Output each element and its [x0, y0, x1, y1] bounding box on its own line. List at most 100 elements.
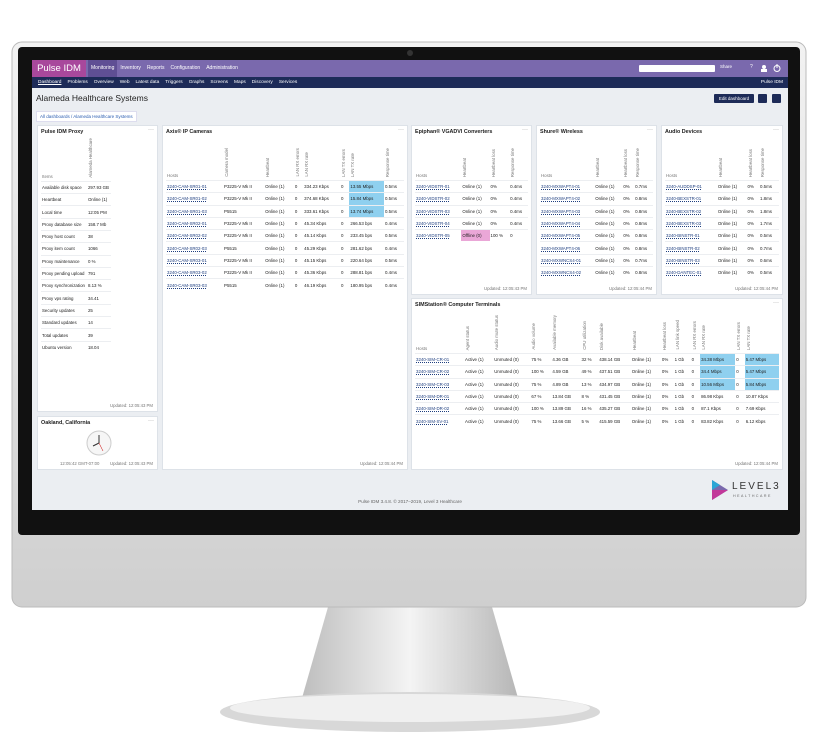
widget-menu[interactable]: ··· — [773, 300, 779, 306]
cell: 0.4ms — [509, 179, 528, 193]
menu-item[interactable]: Configuration — [170, 65, 201, 71]
header-row: Hosts Heartbeat Heartbeat loss Response tim… — [665, 138, 779, 181]
cell: Online (1) — [594, 192, 623, 206]
host-link[interactable]: 3240-VIDSTR-03 — [415, 204, 462, 218]
menu-item[interactable]: Monitoring — [88, 60, 118, 77]
menu-item[interactable]: Administration — [206, 65, 238, 71]
table-row: Proxy host count 38 — [41, 229, 111, 243]
host-link[interactable]: 3240-CAM-SR01-03 — [166, 204, 224, 218]
host-link[interactable]: 3240-AUDDSP-01 — [665, 179, 717, 193]
cell: 34.4 Mbps — [700, 365, 736, 379]
host-link[interactable]: 3240-BEXSTR-02 — [665, 204, 717, 218]
sub-menu-item[interactable]: Problems — [67, 80, 88, 85]
search-box[interactable] — [639, 65, 715, 72]
widget-title: Oakland, California — [41, 420, 91, 426]
host-link[interactable]: 3240-VIDSTR-04 — [415, 216, 462, 230]
cell: 45.15 Kbps — [303, 253, 341, 267]
sub-menu-item[interactable]: Web — [119, 80, 130, 85]
host-link[interactable]: 3240-SIM-CR-02 — [415, 365, 465, 379]
sub-menu-item[interactable]: Graphs — [188, 80, 205, 85]
sub-menu-item[interactable]: Maps — [234, 80, 246, 85]
host-link[interactable]: 3240-MXWNCS4-02 — [540, 266, 595, 279]
column-header-text: LAN TX rate — [350, 152, 356, 177]
cell: 10.56 Mbps — [700, 377, 736, 391]
host-link[interactable]: 3240-CAM-SR02-02 — [166, 229, 224, 242]
host-link[interactable]: 3240-DANTEC-01 — [665, 266, 717, 279]
table-row: 3240-BEXSTR-03 Online (1) 0% 1.7ms — [665, 216, 779, 230]
host-link[interactable]: 3240-MXWAPT4-04 — [540, 216, 595, 230]
widget-menu[interactable]: ··· — [148, 418, 154, 424]
sub-menu-item[interactable]: Screens — [210, 80, 229, 85]
breadcrumb[interactable]: Alameda Healthcare Systems — [73, 114, 133, 119]
header-row: Hosts Camera model Heartbeat LAN RX errors L… — [166, 138, 404, 181]
host-link[interactable]: 3240-CAM-SR01-02 — [166, 192, 224, 206]
host-link[interactable]: 3240-MXWAPT4-06 — [540, 241, 595, 255]
host-link[interactable]: 3240-VIDSTR-01 — [415, 179, 462, 193]
table-row: 3240-BINSTR-01 Online (1) 0% 0.5ms — [665, 229, 779, 242]
help-button[interactable]: ? — [750, 64, 753, 70]
data-table: Hosts Camera model Heartbeat LAN RX errors L… — [166, 138, 404, 291]
column-header: LAN TX rate — [745, 311, 779, 354]
cell: 49 % — [580, 365, 599, 379]
host-link[interactable]: 3240-CAM-SR03-02 — [166, 266, 224, 279]
sub-menu-item[interactable]: Latest data — [135, 80, 160, 85]
fullscreen-button[interactable] — [772, 94, 781, 103]
cell: 32 % — [580, 352, 599, 366]
sub-menu-item[interactable]: Triggers — [165, 80, 183, 85]
host-link[interactable]: 3240-BEXSTR-03 — [665, 216, 717, 230]
updated-time: Updated: 12:05:44 PM — [735, 286, 778, 291]
host-link[interactable]: 3240-MXWNCS4-01 — [540, 253, 595, 267]
host-link[interactable]: 3240-SIM-DR-02 — [415, 402, 465, 415]
widget-menu[interactable]: ··· — [647, 127, 653, 133]
widget-menu[interactable]: ··· — [148, 127, 154, 133]
host-link[interactable]: 3240-CAM-SR02-03 — [166, 241, 224, 255]
host-link[interactable]: 3240-CAM-SR01-01 — [166, 179, 224, 193]
host-link[interactable]: 3240-SIM-DR-01 — [415, 389, 465, 403]
host-link[interactable]: 3240-SIM-CR-03 — [415, 377, 465, 391]
host-link[interactable]: 3240-CAM-SR03-01 — [166, 253, 224, 267]
menu-item[interactable]: Reports — [146, 65, 165, 71]
cell: Online (1) — [716, 253, 747, 267]
cell: 0 — [690, 389, 701, 403]
cell: 0% — [746, 229, 759, 242]
host-link[interactable]: 3240-CAM-SR02-01 — [166, 216, 224, 230]
cell: 0.8ms — [634, 241, 653, 255]
host-link[interactable]: 3240-MXWAPT4-01 — [540, 179, 595, 193]
host-link[interactable]: 3240-SIM-CR-01 — [415, 352, 465, 366]
host-link[interactable]: 3240-MXWAPT4-02 — [540, 192, 595, 206]
share-button[interactable]: Share — [720, 64, 733, 69]
host-link[interactable]: 3240-MXWAPT4-03 — [540, 204, 595, 218]
widget-menu[interactable]: ··· — [398, 127, 404, 133]
cell: 12:05 PM — [86, 205, 111, 219]
cell: 0 — [293, 253, 304, 267]
sub-menu-item[interactable]: Dashboard — [38, 80, 62, 85]
cell: 100 % — [489, 229, 510, 242]
cell: 0% — [746, 253, 759, 267]
host-link[interactable]: 3240-VIDSTR-02 — [415, 192, 462, 206]
table-row: 3240-AUDDSP-01 Online (1) 0% 0.5ms — [665, 179, 779, 193]
host-link[interactable]: 3240-MXWAPT4-05 — [540, 229, 595, 242]
user-icons[interactable] — [760, 64, 782, 73]
breadcrumb[interactable]: All dashboards — [40, 114, 70, 119]
cell: 0% — [622, 216, 635, 230]
edit-dashboard-button[interactable]: Edit dashboard — [714, 94, 754, 103]
host-link[interactable]: 3240-BINSTR-02 — [665, 241, 717, 255]
menu-item[interactable]: Inventory — [120, 65, 141, 71]
sub-menu-item[interactable]: Overview — [93, 80, 114, 85]
host-link[interactable]: 3240-SIM-SV-01 — [415, 414, 465, 427]
host-link[interactable]: 3240-BINSTR-01 — [665, 229, 717, 242]
table-row: 3240-MXWAPT4-04 Online (1) 0% 0.8ms — [540, 216, 653, 230]
host-link[interactable]: 3240-VIDSTR-05 — [415, 229, 462, 242]
widget-menu[interactable]: ··· — [773, 127, 779, 133]
cell: Unmuted (0) — [493, 377, 531, 391]
host-link[interactable]: 3240-BEXSTR-01 — [665, 192, 717, 206]
widget-menu[interactable]: ··· — [522, 127, 528, 133]
sub-menu-item[interactable]: Discovery — [251, 80, 273, 85]
cell: 0 — [340, 278, 350, 291]
sub-menu-item[interactable]: Services — [278, 80, 298, 85]
cell: 0 — [690, 352, 701, 366]
host-link[interactable]: 3240-CAM-SR03-03 — [166, 278, 224, 291]
host-link[interactable]: 3240-BINSTR-03 — [665, 253, 717, 267]
brand[interactable]: Pulse IDM — [32, 60, 86, 77]
menu-button[interactable] — [758, 94, 767, 103]
